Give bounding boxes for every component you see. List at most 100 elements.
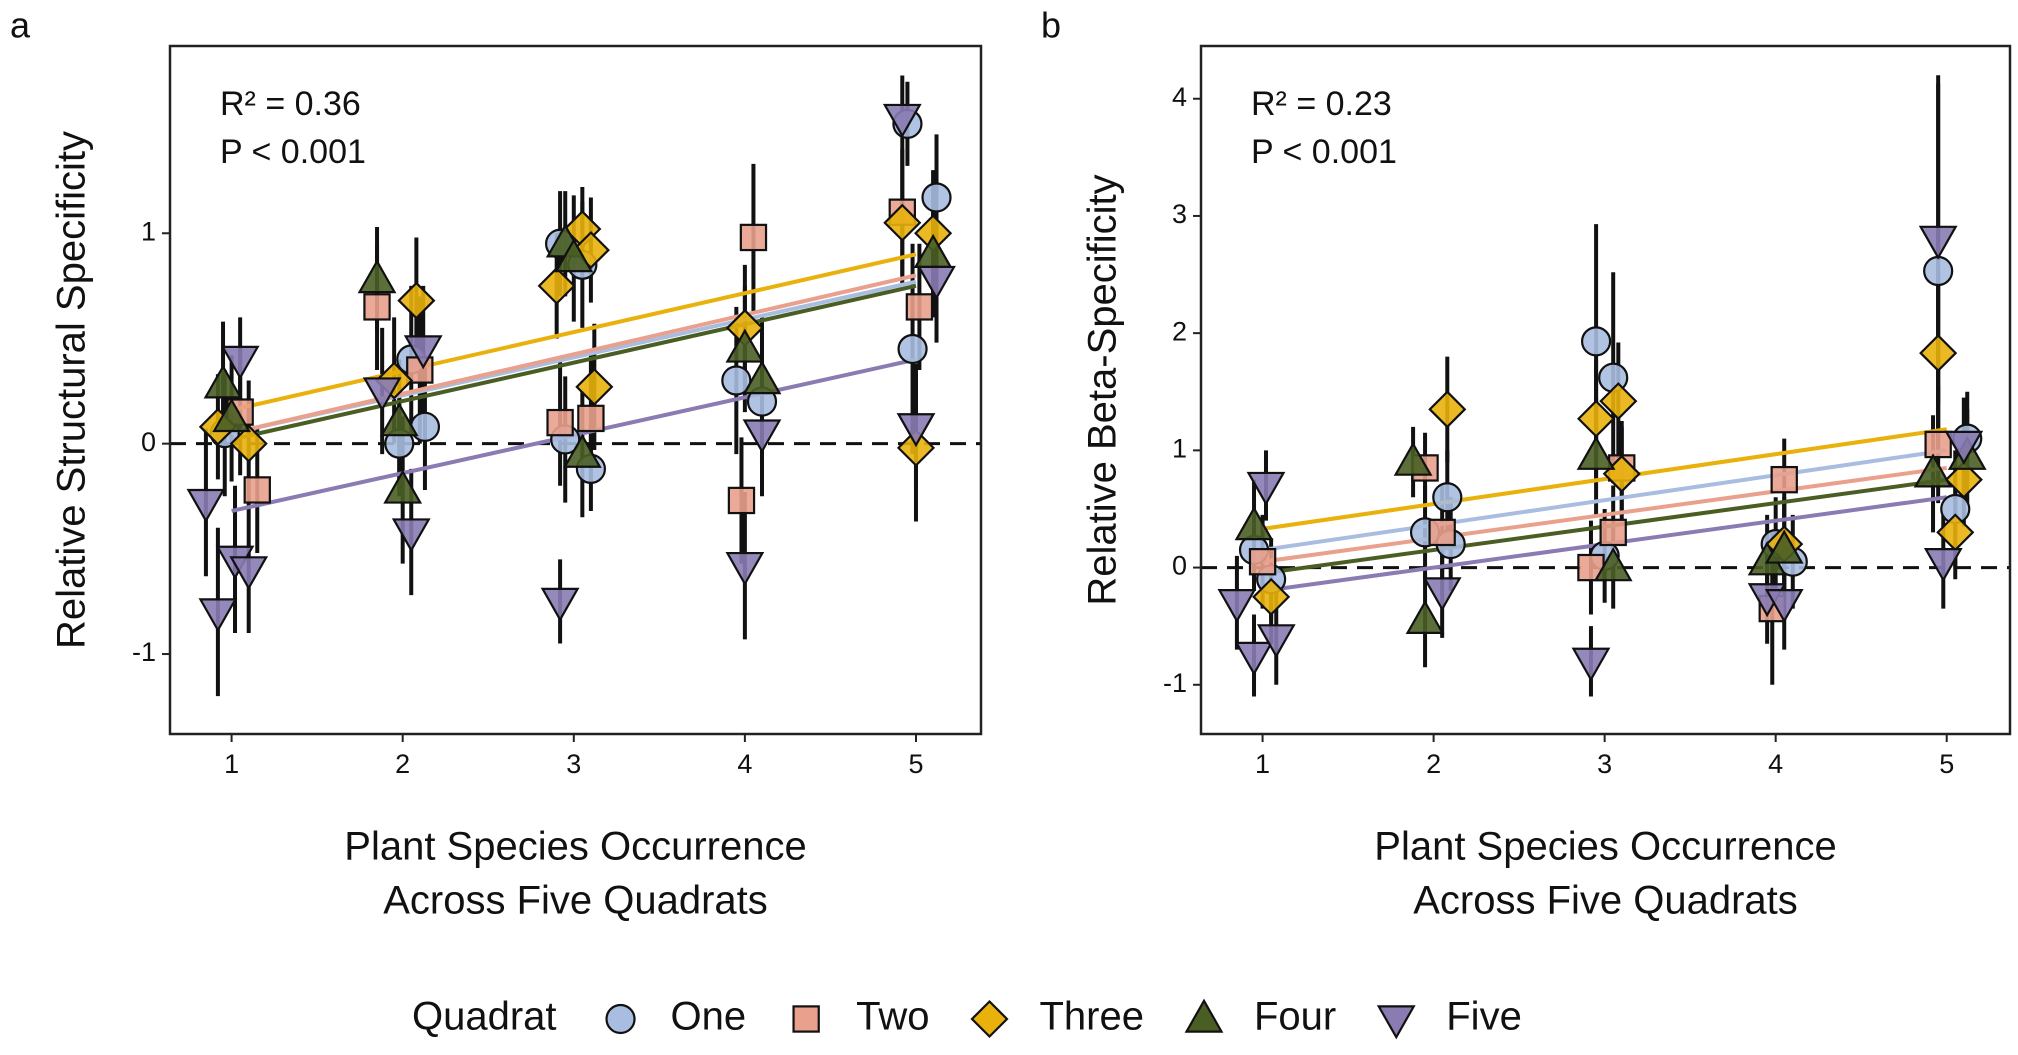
annotation: R² = 0.23 — [1251, 85, 1392, 123]
point — [1422, 577, 1462, 612]
point — [725, 328, 765, 363]
point — [1256, 624, 1296, 659]
point — [243, 476, 271, 504]
point — [362, 377, 402, 412]
y-tick-label: 1 — [1172, 433, 1187, 463]
y-axis-label: Relative Structural Specificity — [50, 131, 94, 649]
point — [397, 281, 436, 320]
point — [229, 556, 269, 591]
x-axis-label: Plant Species Occurrence — [344, 825, 806, 869]
point — [1248, 548, 1277, 576]
legend-marker — [1184, 998, 1224, 1033]
legend-label: Four — [1254, 995, 1336, 1039]
legend-marker — [1376, 1005, 1416, 1040]
point — [742, 360, 782, 395]
point — [921, 182, 952, 213]
point — [1576, 435, 1616, 470]
x-tick-label: 5 — [908, 749, 923, 779]
point — [575, 367, 614, 406]
x-tick-label: 2 — [395, 749, 410, 779]
point — [1428, 518, 1456, 547]
y-tick-label: 0 — [141, 427, 156, 457]
point — [1428, 390, 1467, 429]
point — [212, 397, 251, 433]
x-tick-label: 4 — [737, 749, 752, 779]
point — [1432, 482, 1463, 513]
trend-line — [1262, 448, 1948, 552]
point — [1599, 382, 1638, 421]
point — [1764, 529, 1804, 564]
x-tick-label: 3 — [566, 749, 581, 779]
point — [1770, 465, 1798, 494]
y-axis-label: Relative Beta-Specificity — [1081, 174, 1125, 605]
panel-label: b — [1041, 5, 1061, 46]
trend-line — [1262, 465, 1947, 564]
trend-line — [1262, 427, 1948, 531]
point — [742, 419, 782, 454]
point — [1593, 547, 1633, 582]
point — [198, 598, 238, 633]
x-tick-label: 4 — [1768, 749, 1783, 779]
y-tick-label: 1 — [141, 216, 156, 246]
point — [917, 265, 956, 300]
annotation: P < 0.001 — [220, 133, 366, 171]
y-tick-label: 4 — [1172, 82, 1187, 112]
point — [1246, 471, 1286, 506]
point — [1764, 589, 1804, 624]
x-tick-label: 2 — [1426, 749, 1441, 779]
point — [739, 223, 768, 252]
point — [1234, 641, 1274, 676]
point — [363, 293, 391, 321]
y-tick-label: -1 — [1163, 668, 1187, 698]
x-tick-label: 1 — [1255, 749, 1270, 779]
legend-title: Quadrat — [412, 995, 557, 1039]
x-axis-label: Plant Species Occurrence — [1374, 825, 1836, 869]
panel-label: a — [10, 5, 31, 46]
y-tick-label: 3 — [1172, 199, 1187, 229]
point — [409, 411, 441, 442]
point — [1405, 599, 1445, 635]
point — [383, 469, 423, 504]
point — [1924, 430, 1952, 459]
point — [896, 413, 936, 448]
point — [1918, 225, 1958, 260]
point — [562, 433, 602, 468]
x-axis-label: Across Five Quadrats — [383, 879, 768, 923]
point — [537, 266, 576, 305]
plot-frame — [1199, 44, 2012, 736]
trend-line — [231, 283, 917, 442]
point — [540, 587, 580, 622]
point — [883, 203, 922, 242]
trend-line — [231, 273, 917, 436]
legend-label: Five — [1446, 995, 1522, 1039]
point — [554, 238, 594, 273]
annotation: P < 0.001 — [1251, 133, 1397, 171]
point — [1234, 506, 1274, 541]
point — [379, 402, 419, 437]
point — [1599, 518, 1627, 547]
point — [186, 488, 226, 523]
point — [1217, 589, 1257, 624]
point — [1944, 430, 1984, 465]
y-tick-label: -1 — [132, 637, 156, 667]
point — [725, 551, 765, 587]
point — [882, 103, 922, 138]
legend-label: One — [671, 995, 747, 1039]
point — [1252, 577, 1291, 616]
point — [1919, 334, 1958, 373]
y-tick-label: 0 — [1172, 551, 1187, 581]
point — [905, 293, 934, 321]
legend-label: Two — [856, 995, 929, 1039]
x-tick-label: 3 — [1597, 749, 1612, 779]
point — [546, 408, 574, 437]
point — [1913, 453, 1953, 488]
point — [357, 259, 397, 294]
trend-line — [231, 252, 917, 412]
point — [391, 518, 431, 553]
y-tick-label: 2 — [1172, 316, 1187, 346]
legend-marker — [970, 999, 1009, 1039]
x-tick-label: 5 — [1939, 749, 1954, 779]
point — [727, 486, 756, 515]
legend-marker — [605, 1003, 636, 1035]
legend-marker — [792, 1005, 820, 1033]
